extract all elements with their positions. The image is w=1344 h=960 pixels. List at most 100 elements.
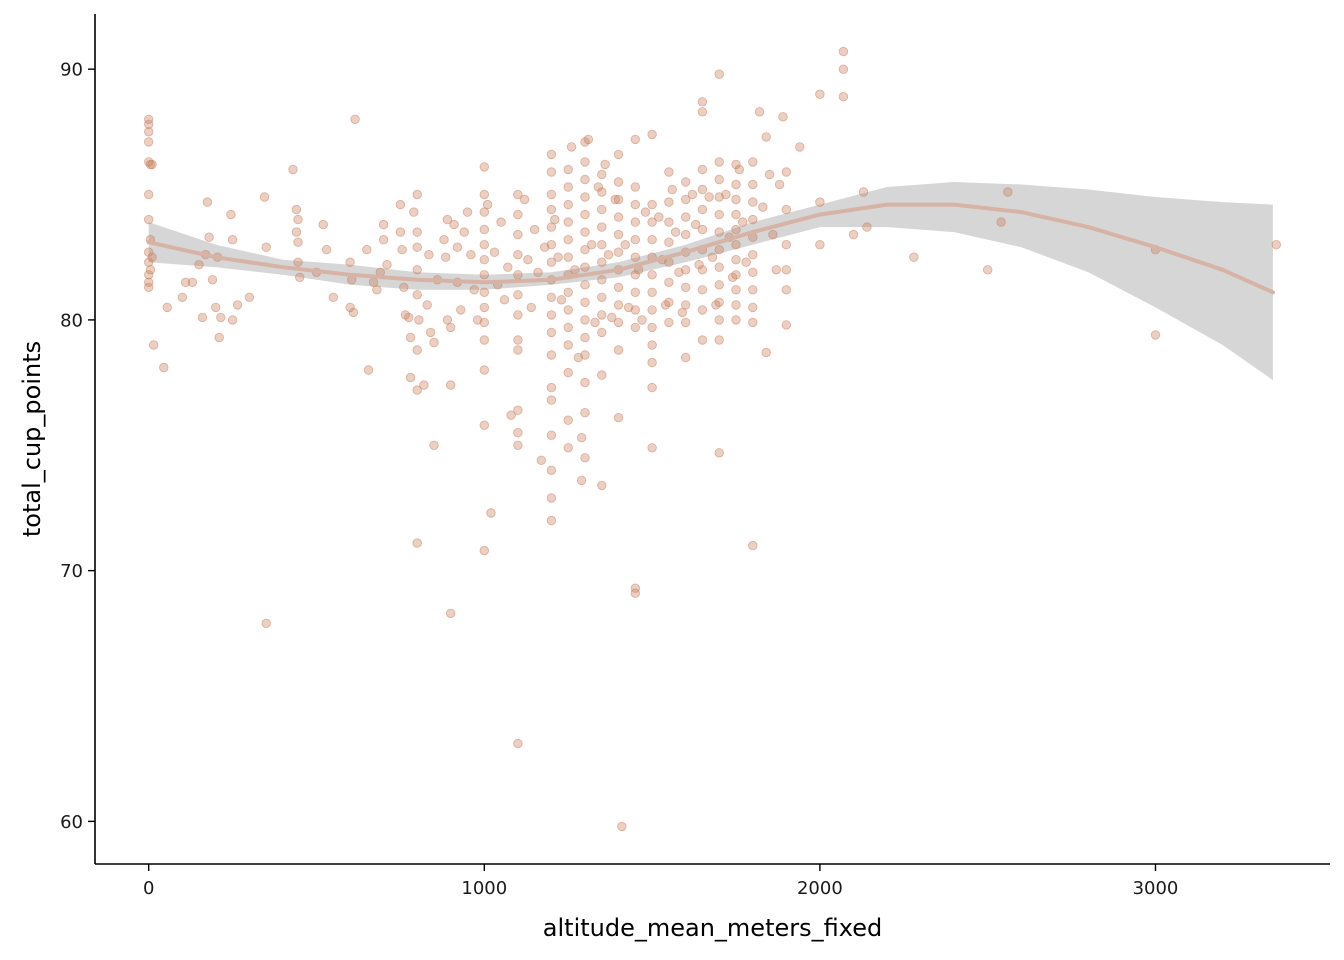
data-point (781, 320, 792, 330)
data-point (479, 224, 490, 235)
data-point (232, 300, 243, 310)
data-point (513, 738, 523, 749)
data-point (741, 257, 751, 267)
data-point (681, 194, 691, 205)
data-point (293, 237, 303, 247)
data-point (714, 157, 724, 167)
data-point (459, 227, 469, 237)
data-point (580, 157, 590, 167)
data-point (637, 315, 647, 325)
data-point (613, 282, 624, 293)
data-point (211, 302, 221, 313)
data-point (731, 285, 741, 295)
data-point (226, 209, 236, 220)
data-point (613, 229, 624, 240)
data-point (597, 239, 607, 250)
data-point (546, 239, 557, 250)
data-point (597, 257, 607, 267)
data-point (748, 302, 758, 313)
data-point (580, 377, 590, 388)
data-point (449, 219, 459, 230)
data-point (207, 275, 218, 285)
data-point (563, 322, 573, 333)
data-point (630, 322, 641, 333)
data-point (603, 249, 614, 260)
data-point (328, 292, 339, 303)
data-point (412, 265, 422, 275)
data-point (620, 239, 630, 250)
data-point (681, 317, 691, 328)
data-point (546, 310, 557, 320)
plot-area (143, 46, 1282, 832)
data-point (607, 312, 617, 323)
data-point (479, 317, 490, 328)
data-point (613, 247, 624, 257)
data-point (479, 302, 490, 313)
data-point (466, 249, 476, 260)
data-point (815, 197, 825, 207)
data-point (180, 277, 191, 288)
data-point (563, 164, 573, 175)
data-point (707, 252, 718, 262)
data-point (1003, 187, 1013, 197)
data-point (697, 305, 708, 315)
data-point (714, 174, 724, 185)
data-point (580, 280, 590, 290)
data-point (479, 287, 490, 298)
data-point (439, 234, 449, 245)
data-point (597, 370, 607, 380)
x-tick-label: 3000 (1133, 878, 1179, 899)
data-point (681, 352, 691, 363)
data-point (597, 480, 607, 491)
data-point (399, 282, 409, 293)
data-point (714, 297, 724, 308)
data-point (177, 292, 188, 303)
data-point (667, 184, 677, 195)
data-point (546, 515, 557, 526)
data-point (630, 234, 641, 245)
data-point (670, 227, 681, 237)
data-point (613, 149, 624, 160)
data-point (321, 244, 332, 255)
data-point (734, 164, 745, 175)
data-point (204, 232, 214, 242)
data-point (580, 209, 590, 220)
data-point (580, 227, 590, 237)
data-point (647, 382, 657, 393)
x-axis-ticks: 0 1000 2000 3000 (143, 864, 1178, 899)
data-point (145, 265, 156, 275)
data-point (617, 821, 627, 832)
data-point (143, 257, 154, 267)
data-point (778, 112, 788, 122)
data-point (462, 207, 473, 217)
data-point (848, 229, 859, 240)
data-point (372, 285, 382, 295)
data-point (640, 207, 651, 217)
data-point (143, 119, 154, 130)
data-point (293, 257, 303, 267)
data-point (563, 415, 573, 425)
data-point (781, 204, 792, 215)
data-point (748, 179, 758, 190)
data-point (714, 227, 724, 237)
data-point (630, 583, 641, 593)
data-point (714, 448, 724, 458)
data-point (714, 69, 724, 79)
data-point (570, 265, 580, 275)
data-point (748, 197, 758, 207)
data-point (590, 317, 600, 328)
data-point (647, 234, 657, 245)
data-point (613, 212, 624, 222)
data-point (546, 189, 557, 200)
data-point (506, 410, 516, 420)
data-point (597, 187, 607, 197)
data-point (546, 430, 557, 440)
data-point (613, 194, 624, 205)
data-point (597, 169, 607, 180)
data-point (583, 134, 594, 145)
data-point (479, 239, 490, 250)
data-point (546, 465, 557, 476)
data-point (781, 285, 792, 295)
data-point (513, 229, 523, 240)
data-point (546, 292, 557, 303)
